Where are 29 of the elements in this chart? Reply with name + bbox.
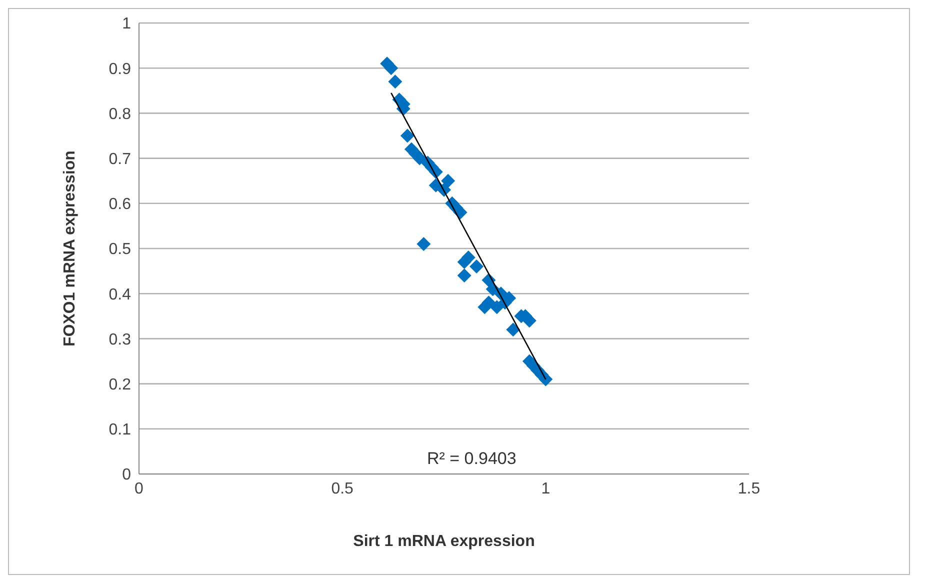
x-tick-label: 0 (134, 480, 144, 498)
point (416, 236, 431, 251)
point (441, 174, 456, 188)
y-tick-label: 0.2 (108, 376, 132, 394)
y-tick-label: 0.1 (108, 422, 132, 439)
point (400, 128, 414, 143)
x-tick-label: 1.5 (738, 480, 760, 498)
y-tick-label: 0.7 (108, 150, 132, 168)
y-tick-label: 0.4 (108, 286, 132, 304)
y-tick-label: 0.8 (108, 106, 132, 123)
y-tick-label: 1 (122, 16, 132, 33)
x-tick-label: 1 (541, 480, 550, 498)
y-tick-label: 0.3 (108, 331, 132, 348)
y-tick-label: 0.6 (108, 196, 132, 214)
y-tick-label: 0 (122, 466, 132, 484)
x-tick-label: 0.5 (331, 480, 354, 498)
point (457, 268, 472, 283)
y-axis-title: FOXO1 mRNA expression (62, 150, 79, 346)
point (412, 151, 427, 166)
y-tick-label: 0.9 (108, 60, 132, 78)
point (482, 296, 496, 310)
annotation: R² = 0.9403 (427, 449, 516, 469)
point (522, 314, 536, 328)
y-tick-label: 0.5 (108, 241, 132, 258)
point (470, 260, 484, 274)
x-axis-title: Sirt 1 mRNA expression (353, 533, 535, 550)
point (506, 322, 520, 337)
point (490, 300, 504, 314)
point (388, 74, 402, 89)
